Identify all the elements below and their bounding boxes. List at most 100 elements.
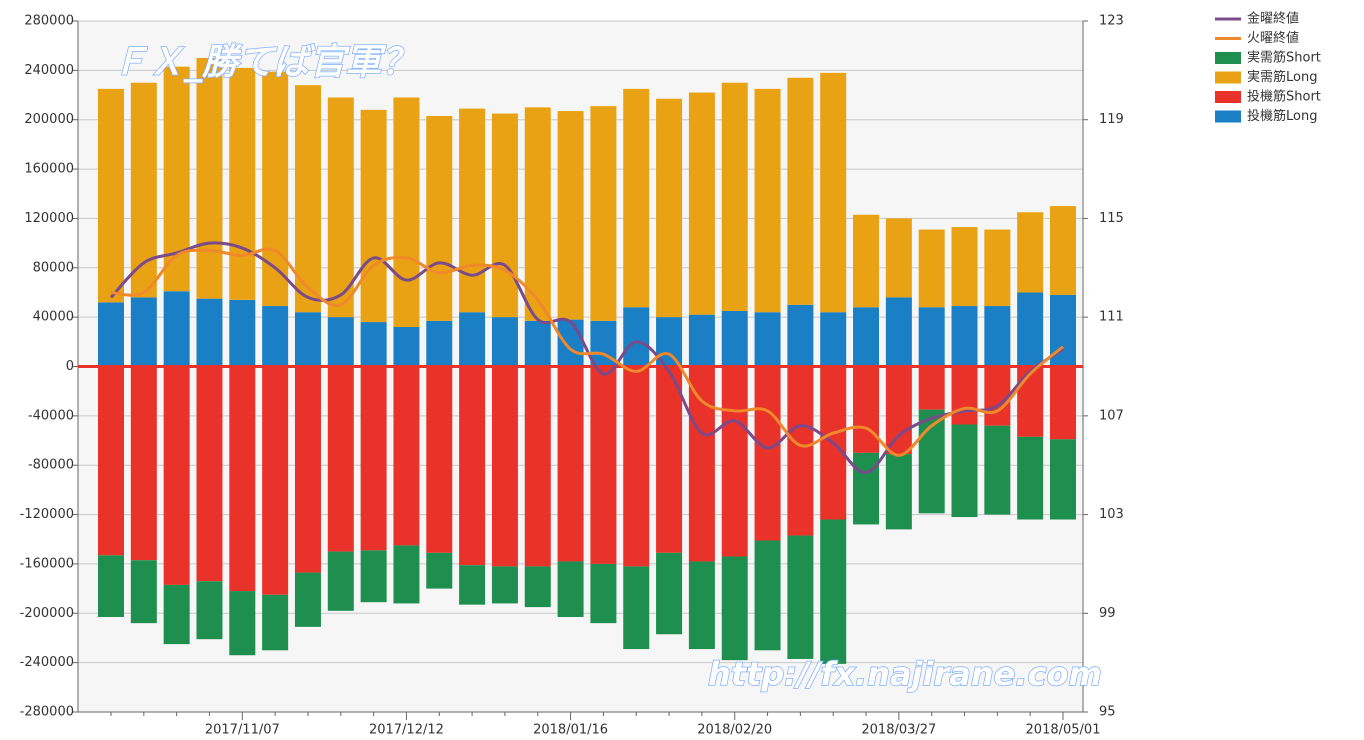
bar bbox=[590, 563, 617, 624]
bar bbox=[1017, 212, 1044, 293]
bar bbox=[163, 366, 190, 585]
bar bbox=[98, 366, 124, 556]
bar bbox=[130, 366, 157, 561]
bar bbox=[590, 366, 617, 564]
bar bbox=[1050, 439, 1076, 520]
legend-swatch bbox=[1215, 52, 1241, 64]
bar bbox=[130, 82, 157, 298]
bar bbox=[360, 550, 387, 603]
x-tick-label: 2018/02/20 bbox=[697, 723, 772, 738]
bar bbox=[754, 88, 781, 313]
y-tick-label: -200000 bbox=[20, 606, 74, 621]
bar bbox=[294, 312, 321, 367]
y-tick-label: -80000 bbox=[28, 458, 74, 473]
bar bbox=[459, 366, 486, 566]
bar bbox=[557, 111, 584, 320]
bar bbox=[491, 113, 518, 318]
bar bbox=[853, 214, 880, 308]
legend-label: 投機筋Long bbox=[1247, 108, 1317, 124]
bar bbox=[196, 581, 223, 640]
bar bbox=[426, 552, 453, 589]
legend-label: 実需筋Short bbox=[1247, 50, 1321, 66]
bar bbox=[951, 306, 978, 367]
bar bbox=[918, 366, 945, 410]
bar bbox=[885, 218, 912, 298]
legend-swatch bbox=[1215, 91, 1241, 103]
bar bbox=[393, 545, 420, 604]
bar bbox=[656, 552, 683, 635]
bar bbox=[524, 366, 551, 567]
y-tick-label: 40000 bbox=[33, 310, 74, 325]
y-tick-label: -120000 bbox=[20, 507, 74, 522]
bar bbox=[853, 452, 880, 525]
bar bbox=[262, 594, 289, 651]
bar bbox=[754, 540, 781, 651]
bar bbox=[229, 591, 256, 656]
bar bbox=[557, 366, 584, 562]
y2-tick-label: 95 bbox=[1099, 705, 1116, 720]
bar bbox=[459, 108, 486, 313]
bar bbox=[229, 67, 256, 300]
bar bbox=[491, 566, 518, 604]
bar bbox=[951, 227, 978, 307]
bar bbox=[360, 109, 387, 323]
x-tick-label: 2017/12/12 bbox=[369, 723, 444, 738]
bar bbox=[721, 556, 748, 661]
bar bbox=[196, 58, 223, 299]
x-tick-label: 2018/03/27 bbox=[861, 723, 936, 738]
bar bbox=[885, 366, 912, 455]
x-tick-label: 2018/01/16 bbox=[533, 723, 608, 738]
bar bbox=[688, 561, 715, 650]
bar bbox=[1017, 366, 1044, 437]
legend-label: 実需筋Long bbox=[1247, 69, 1317, 85]
bar bbox=[853, 366, 880, 453]
y-tick-label: -280000 bbox=[20, 705, 74, 720]
y-tick-label: 280000 bbox=[24, 14, 74, 29]
bar bbox=[98, 555, 124, 617]
bar bbox=[130, 560, 157, 624]
bar bbox=[984, 306, 1011, 367]
bar bbox=[294, 572, 321, 627]
bar bbox=[524, 566, 551, 608]
line bbox=[110, 247, 1064, 457]
bar bbox=[623, 307, 650, 367]
bar bbox=[590, 106, 617, 321]
bar bbox=[229, 366, 256, 592]
legend-swatch bbox=[1215, 71, 1241, 84]
line bbox=[109, 241, 1064, 475]
y-tick-label: 200000 bbox=[24, 112, 74, 127]
x-tick-label: 2017/11/07 bbox=[205, 723, 280, 738]
y2-tick-label: 119 bbox=[1099, 112, 1124, 127]
bar bbox=[360, 322, 387, 367]
y-tick-label: 120000 bbox=[24, 211, 74, 226]
bar bbox=[1017, 292, 1044, 367]
legend-swatch bbox=[1215, 110, 1241, 123]
bar bbox=[951, 424, 978, 518]
legend-label: 金曜終値 bbox=[1247, 11, 1299, 27]
bar bbox=[754, 312, 781, 367]
y-tick-label: 240000 bbox=[24, 63, 74, 78]
bar bbox=[196, 366, 223, 582]
y-tick-label: 80000 bbox=[33, 260, 74, 275]
y2-tick-label: 115 bbox=[1099, 211, 1124, 226]
bar bbox=[984, 425, 1011, 515]
y-tick-label: -40000 bbox=[28, 408, 74, 423]
bar bbox=[721, 82, 748, 311]
y-tick-label: 0 bbox=[66, 359, 74, 374]
bar bbox=[688, 314, 715, 367]
bar bbox=[393, 366, 420, 546]
y2-tick-label: 111 bbox=[1099, 310, 1124, 325]
legend-label: 火曜終値 bbox=[1247, 30, 1299, 46]
bar bbox=[754, 366, 781, 541]
bar bbox=[1017, 436, 1044, 520]
bar bbox=[163, 584, 190, 645]
bar bbox=[426, 116, 453, 321]
y-tick-label: 160000 bbox=[24, 162, 74, 177]
bar bbox=[688, 92, 715, 315]
watermark: http://fx.najirane.com bbox=[708, 655, 1102, 693]
bar bbox=[262, 366, 289, 595]
bar bbox=[623, 366, 650, 567]
bar bbox=[327, 97, 354, 318]
bar bbox=[393, 97, 420, 328]
